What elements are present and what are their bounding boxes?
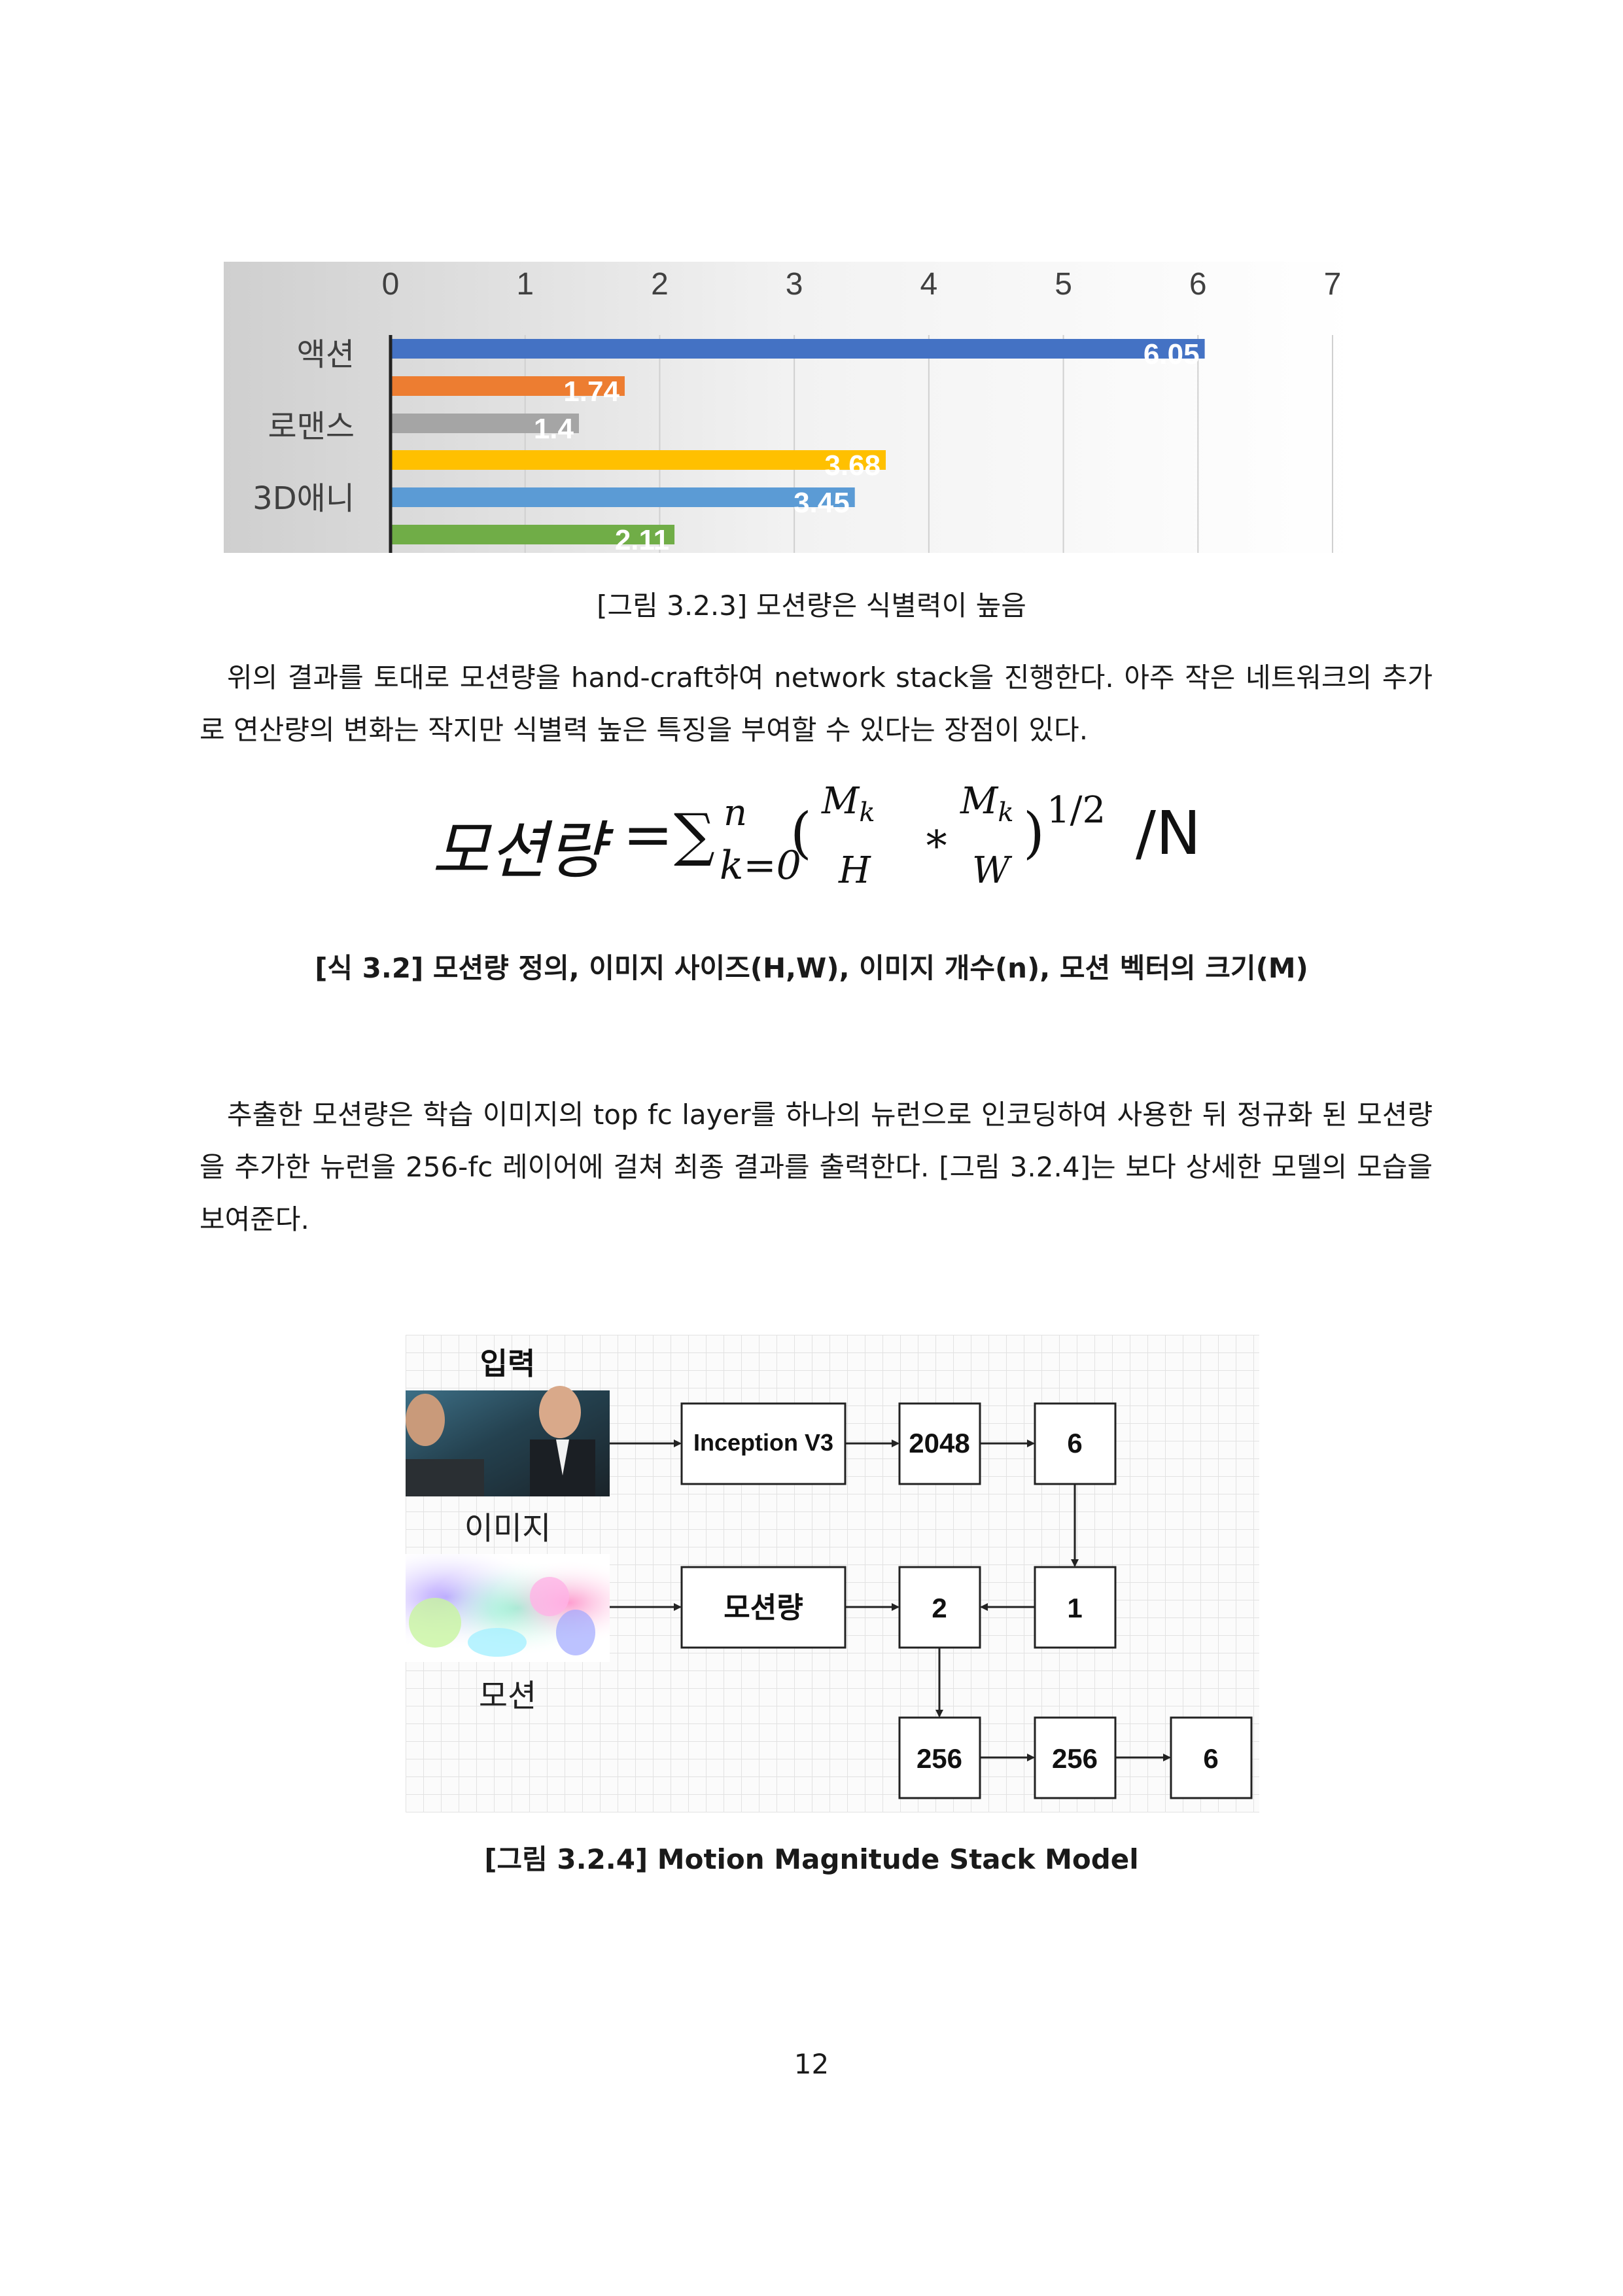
equation-lhs: 모션량	[432, 814, 605, 887]
figure-caption-3-2-4: [그림 3.2.4] Motion Magnitude Stack Model	[484, 1843, 1139, 1875]
equation-equals: =	[623, 800, 674, 870]
image-label: 이미지	[464, 1511, 551, 1546]
node-256-b: 256	[1034, 1716, 1117, 1799]
bar-value-label: 3.45	[794, 487, 850, 519]
bar-value-label: 3.68	[824, 450, 881, 482]
bars: 6.05 1.74 1.4 3.68 3.45 2.11	[391, 338, 1205, 553]
fraction-2-numerator: Mk	[960, 780, 1014, 828]
diagram-arrows	[610, 1439, 1171, 1761]
paragraph-1-text: 위의 결과를 토대로 모션량을 hand-craft하여 network sta…	[200, 662, 1433, 746]
node-256-a: 256	[898, 1716, 981, 1799]
bar-value-label: 1.74	[563, 376, 620, 408]
input-image-thumbnail	[406, 1386, 610, 1496]
equation-open-paren: (	[790, 801, 812, 865]
gridlines	[524, 335, 1333, 553]
bar	[391, 487, 855, 507]
motion-equation: 모션량 = ∑ n k=0 ( Mk H ∗ Mk W ) 1/2 /N	[432, 780, 1249, 903]
node-1: 1	[1034, 1566, 1117, 1649]
equation-exponent: 1/2	[1047, 789, 1106, 832]
x-tick-label: 1	[516, 267, 534, 302]
x-tick-label: 6	[1189, 267, 1207, 302]
equation-sum-lower: k=0	[720, 843, 801, 889]
stack-model-diagram: 입력 이미지 모션 Inception V3 2048 6 모션량	[406, 1335, 1259, 1812]
bar	[391, 414, 579, 433]
equation-times: ∗	[922, 814, 951, 862]
svg-text:1: 1	[1067, 1593, 1082, 1623]
equation-caption: [식 3.2] 모션량 정의, 이미지 사이즈(H,W), 이미지 개수(n),…	[315, 952, 1308, 984]
node-6-output: 6	[1170, 1716, 1253, 1799]
fraction-1-denominator: H	[839, 849, 871, 892]
node-motion-magnitude: 모션량	[680, 1566, 846, 1649]
x-tick-labels: 0 1 2 3 4 5 6 7	[382, 267, 1342, 302]
chart-background	[224, 262, 1355, 553]
node-inception-v3: Inception V3	[680, 1402, 846, 1485]
bar	[391, 525, 675, 544]
x-tick-label: 4	[920, 267, 938, 302]
bar-value-label: 6.05	[1143, 338, 1200, 370]
svg-text:256: 256	[916, 1743, 962, 1774]
motion-label: 모션	[479, 1679, 536, 1714]
svg-text:6: 6	[1203, 1743, 1218, 1774]
equation-sum-upper: n	[724, 792, 748, 834]
svg-text:2: 2	[932, 1593, 947, 1623]
paragraph-2: 추출한 모션량은 학습 이미지의 top fc layer를 하나의 뉴런으로 …	[200, 1089, 1433, 1246]
figure-caption-3-2-3: [그림 3.2.3] 모션량은 식별력이 높음	[597, 590, 1026, 622]
x-tick-label: 0	[382, 267, 400, 302]
node-2048: 2048	[898, 1402, 981, 1485]
page-number: 12	[794, 2048, 829, 2080]
input-title: 입력	[480, 1347, 536, 1381]
motion-flow-thumbnail	[406, 1554, 610, 1662]
svg-text:모션량: 모션량	[724, 1592, 803, 1624]
bar-value-label: 1.4	[534, 413, 574, 445]
svg-text:6: 6	[1067, 1428, 1082, 1458]
equation-divide-n: /N	[1136, 798, 1201, 868]
category-label: 로맨스	[268, 408, 355, 445]
x-tick-label: 7	[1324, 267, 1342, 302]
equation-close-paren: )	[1023, 801, 1045, 865]
svg-text:Inception V3: Inception V3	[693, 1429, 833, 1456]
bar-value-label: 2.11	[615, 524, 669, 553]
node-6-top: 6	[1034, 1402, 1117, 1485]
equation-sum-symbol: ∑	[674, 801, 715, 868]
paragraph-1: 위의 결과를 토대로 모션량을 hand-craft하여 network sta…	[200, 652, 1433, 756]
x-tick-label: 3	[786, 267, 803, 302]
x-tick-label: 5	[1055, 267, 1072, 302]
node-2: 2	[898, 1566, 981, 1649]
paragraph-2-text: 추출한 모션량은 학습 이미지의 top fc layer를 하나의 뉴런으로 …	[200, 1099, 1433, 1235]
x-tick-label: 2	[651, 267, 669, 302]
category-label: 액션	[297, 336, 355, 373]
category-label: 3D애니	[253, 480, 355, 517]
bar	[391, 450, 886, 470]
svg-text:256: 256	[1052, 1743, 1098, 1774]
fraction-1-numerator: Mk	[822, 780, 875, 828]
svg-text:2048: 2048	[909, 1428, 969, 1458]
bar	[391, 339, 1205, 359]
bar	[391, 376, 625, 396]
fraction-2-denominator: W	[972, 849, 1010, 892]
